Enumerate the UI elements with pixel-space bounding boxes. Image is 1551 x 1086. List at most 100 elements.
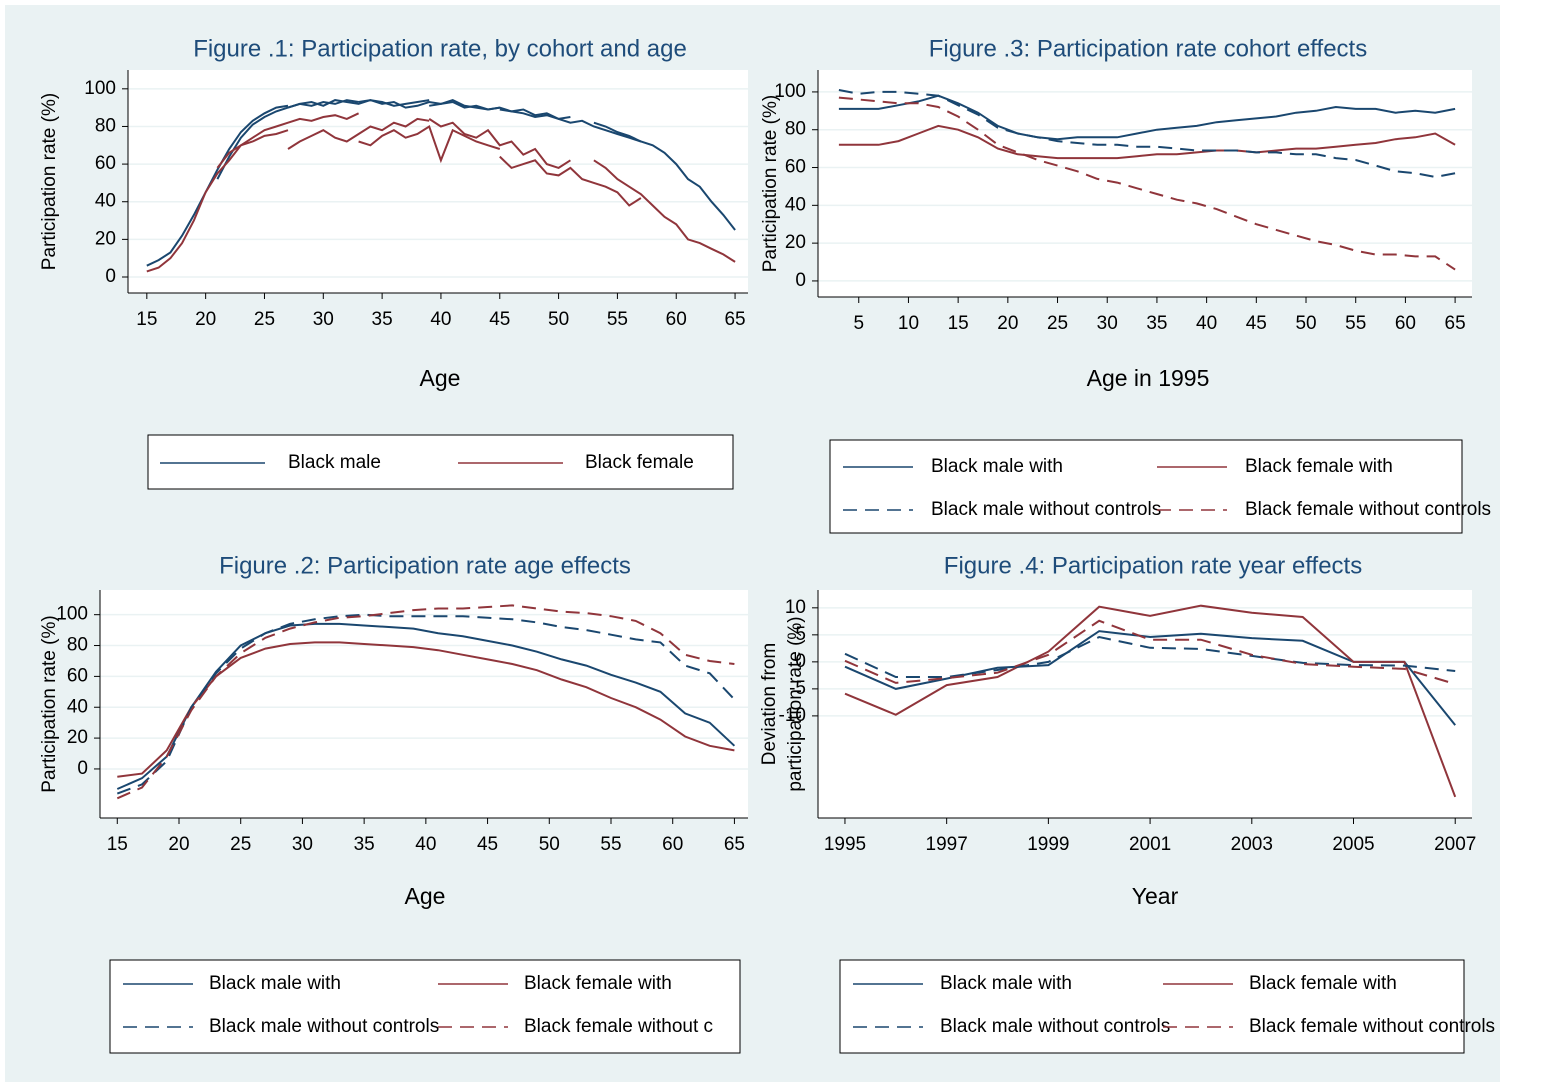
legend-box <box>839 959 1465 1054</box>
x-tick-label: 25 <box>254 309 275 330</box>
legend-label: Black female with <box>1249 973 1397 994</box>
legend-label: Black male with <box>931 456 1063 477</box>
chart-title: Figure .4: Participation rate year effec… <box>944 552 1362 579</box>
x-tick-label: 25 <box>230 834 251 855</box>
series-line <box>287 117 430 150</box>
x-tick-label: 1999 <box>1027 834 1069 855</box>
x-tick-label: 35 <box>354 834 375 855</box>
y-tick-label: 80 <box>95 115 116 136</box>
legend-label: Black male without controls <box>209 1016 439 1037</box>
x-tick-label: 40 <box>1196 313 1217 334</box>
x-tick-label: 15 <box>107 834 128 855</box>
y-tick-label: 40 <box>785 194 806 215</box>
x-tick-label: 40 <box>415 834 436 855</box>
legend-label: Black male <box>288 452 381 473</box>
series-line <box>116 604 735 800</box>
y-tick-label: 60 <box>785 157 806 178</box>
x-tick-label: 65 <box>724 834 745 855</box>
x-tick-label: 35 <box>372 309 393 330</box>
x-tick-label: 55 <box>607 309 628 330</box>
x-tick-label: 45 <box>489 309 510 330</box>
series-line <box>146 129 289 273</box>
series-line <box>116 622 736 790</box>
x-tick-label: 10 <box>898 313 919 334</box>
legend-label: Black female <box>585 452 694 473</box>
series-line <box>287 99 430 109</box>
x-tick-label: 30 <box>313 309 334 330</box>
x-tick-label: 20 <box>997 313 1018 334</box>
y-tick-label: -5 <box>789 678 806 699</box>
x-tick-label: 50 <box>539 834 560 855</box>
legend-box <box>147 434 734 490</box>
x-tick-label: 45 <box>477 834 498 855</box>
series-line <box>838 124 1456 160</box>
legend-label: Black female with <box>1245 456 1393 477</box>
legend-label: Black female without c <box>524 1016 713 1037</box>
series-line <box>216 112 360 169</box>
y-axis-title: Participation rate (%) <box>39 93 60 270</box>
x-tick-label: 50 <box>1295 313 1316 334</box>
y-tick-label: 60 <box>67 665 88 686</box>
plot-area <box>100 590 748 818</box>
x-axis-title: Age <box>405 883 446 909</box>
y-tick-label: 100 <box>56 604 88 625</box>
x-tick-label: 65 <box>724 309 745 330</box>
series-line <box>838 94 1456 141</box>
x-tick-label: 40 <box>430 309 451 330</box>
y-tick-label: 20 <box>785 232 806 253</box>
y-tick-label: 0 <box>77 758 88 779</box>
series-line <box>499 108 642 143</box>
series-line <box>116 613 736 795</box>
x-tick-label: 2005 <box>1332 834 1374 855</box>
series-line <box>844 619 1456 685</box>
x-tick-label: 20 <box>195 309 216 330</box>
y-tick-label: 5 <box>795 624 806 645</box>
series-line <box>838 89 1456 179</box>
y-tick-label: 10 <box>785 597 806 618</box>
x-tick-label: 45 <box>1246 313 1267 334</box>
series-line <box>593 159 736 263</box>
x-tick-label: 60 <box>666 309 687 330</box>
y-tick-label: 100 <box>84 78 116 99</box>
legend-label: Black male without controls <box>931 499 1161 520</box>
x-axis-title: Year <box>1132 883 1179 909</box>
y-tick-label: 60 <box>95 153 116 174</box>
x-tick-label: 2001 <box>1129 834 1171 855</box>
series-line <box>844 604 1457 798</box>
legend-label: Black male with <box>940 973 1072 994</box>
plot-area <box>818 70 1472 297</box>
series-line <box>429 100 571 120</box>
y-tick-label: 20 <box>95 228 116 249</box>
x-tick-label: 30 <box>292 834 313 855</box>
x-tick-label: 20 <box>168 834 189 855</box>
y-tick-label: 100 <box>774 81 806 102</box>
x-tick-label: 35 <box>1146 313 1167 334</box>
series-line <box>593 121 736 231</box>
y-tick-label: 80 <box>785 119 806 140</box>
y-axis-title: Deviation from <box>759 643 780 766</box>
y-tick-label: 80 <box>67 635 88 656</box>
x-tick-label: 55 <box>1345 313 1366 334</box>
series-line <box>844 635 1456 678</box>
legend-label: Black male without controls <box>940 1016 1170 1037</box>
x-axis-title: Age <box>420 365 461 391</box>
plot-area <box>818 590 1472 818</box>
x-axis-title: Age in 1995 <box>1087 365 1210 391</box>
y-tick-label: 0 <box>795 651 806 672</box>
y-tick-label: 40 <box>95 191 116 212</box>
x-tick-label: 2007 <box>1434 834 1476 855</box>
series-line <box>838 96 1456 271</box>
x-tick-label: 65 <box>1445 313 1466 334</box>
legend-box <box>109 959 741 1054</box>
series-line <box>428 118 571 169</box>
legend-label: Black female with <box>524 973 672 994</box>
y-axis-title: participation rate (%) <box>785 616 806 791</box>
x-tick-label: 15 <box>136 309 157 330</box>
y-tick-label: 40 <box>67 696 88 717</box>
series-line <box>499 155 642 207</box>
chart-title: Figure .3: Participation rate cohort eff… <box>929 35 1367 62</box>
x-tick-label: 50 <box>548 309 569 330</box>
series-line <box>146 104 289 267</box>
y-axis-title: Participation rate (%) <box>760 95 781 272</box>
plot-area <box>128 70 748 293</box>
